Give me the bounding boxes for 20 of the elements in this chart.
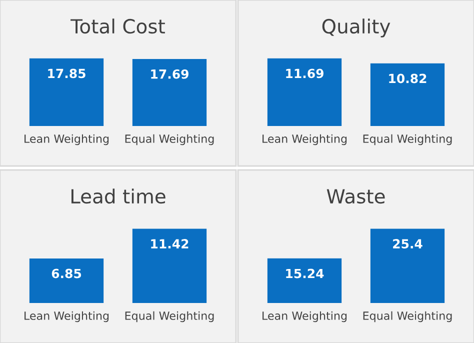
data-label: 17.85 [48, 68, 86, 78]
x-tick-label: Lean Weighting [262, 134, 347, 146]
data-label: 10.82 [389, 74, 426, 84]
x-tick-label: Lean Weighting [24, 134, 109, 146]
data-label: 25.4 [393, 239, 422, 249]
x-tick-label: Equal Weighting [125, 311, 214, 322]
data-label: 15.24 [286, 268, 324, 278]
chart-title: Total Cost [70, 18, 165, 34]
x-tick-label: Equal Weighting [363, 311, 452, 322]
x-tick-label: Equal Weighting [125, 134, 214, 146]
data-label: 17.69 [151, 69, 188, 79]
x-tick-label: Lean Weighting [24, 311, 109, 322]
data-label: 6.85 [52, 268, 82, 278]
x-tick-label: Equal Weighting [363, 134, 452, 146]
chart-title: Quality [322, 18, 390, 38]
data-label: 11.42 [151, 239, 188, 248]
chart-title: Lead time [71, 188, 166, 204]
chart-title: Waste [326, 189, 385, 204]
data-label: 11.69 [286, 68, 324, 78]
x-tick-label: Lean Weighting [262, 311, 347, 322]
